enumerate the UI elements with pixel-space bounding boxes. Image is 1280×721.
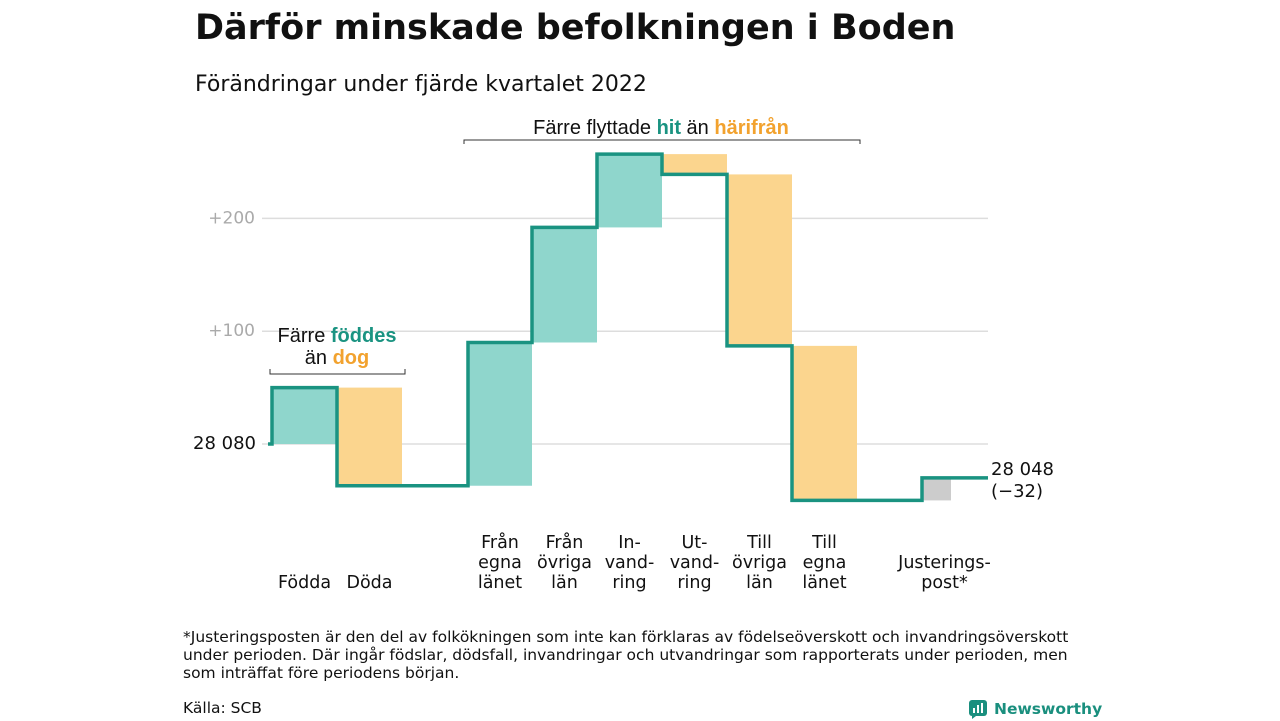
bar-6 <box>662 154 727 175</box>
bar-1 <box>272 387 337 444</box>
category-label-1: Födda <box>278 573 331 593</box>
chart-title: Därför minskade befolkningen i Boden <box>195 8 956 48</box>
source-label: Källa: SCB <box>183 699 262 717</box>
bar-9 <box>922 477 951 501</box>
category-label-8: Till egna länet <box>802 533 846 593</box>
start-value-label: 28 080 <box>193 433 256 454</box>
category-label-7: Till övriga län <box>732 533 787 593</box>
bar-4 <box>532 227 597 343</box>
category-label-5: In-vand-ring <box>605 533 655 593</box>
category-label-4: Från övriga län <box>537 532 592 593</box>
end-change-label: (−32) <box>991 481 1043 502</box>
bar-2 <box>337 387 402 486</box>
brand-name: Newsworthy <box>994 700 1103 718</box>
bar-8 <box>792 345 857 501</box>
footnote: *Justeringsposten är den del av folkökni… <box>183 628 1069 682</box>
migration-bracket <box>463 139 861 144</box>
births-annotation-line2: än dog <box>305 347 369 369</box>
brand-logo: Newsworthy <box>968 697 1102 721</box>
running-total-line <box>268 152 988 503</box>
births-annotation-line1: Färre föddes <box>278 325 397 347</box>
category-label-9: Justerings-post* <box>897 553 991 593</box>
category-label-3: Från egna länet <box>478 532 522 593</box>
migration-annotation: Färre flyttade hit än härifrån <box>533 116 789 139</box>
births-bracket <box>269 369 406 375</box>
newsworthy-logo-icon <box>969 700 987 719</box>
category-label-2: Döda <box>346 573 392 593</box>
bar-5 <box>597 154 662 228</box>
bar-7 <box>727 174 792 346</box>
chart-subtitle: Förändringar under fjärde kvartalet 2022 <box>195 72 647 97</box>
bar-3 <box>468 342 532 486</box>
category-label-6: Ut-vand-ring <box>670 533 720 593</box>
y-tick-label: +100 <box>208 321 255 341</box>
y-tick-label: +200 <box>208 208 255 228</box>
end-value-label: 28 048 <box>991 459 1054 480</box>
